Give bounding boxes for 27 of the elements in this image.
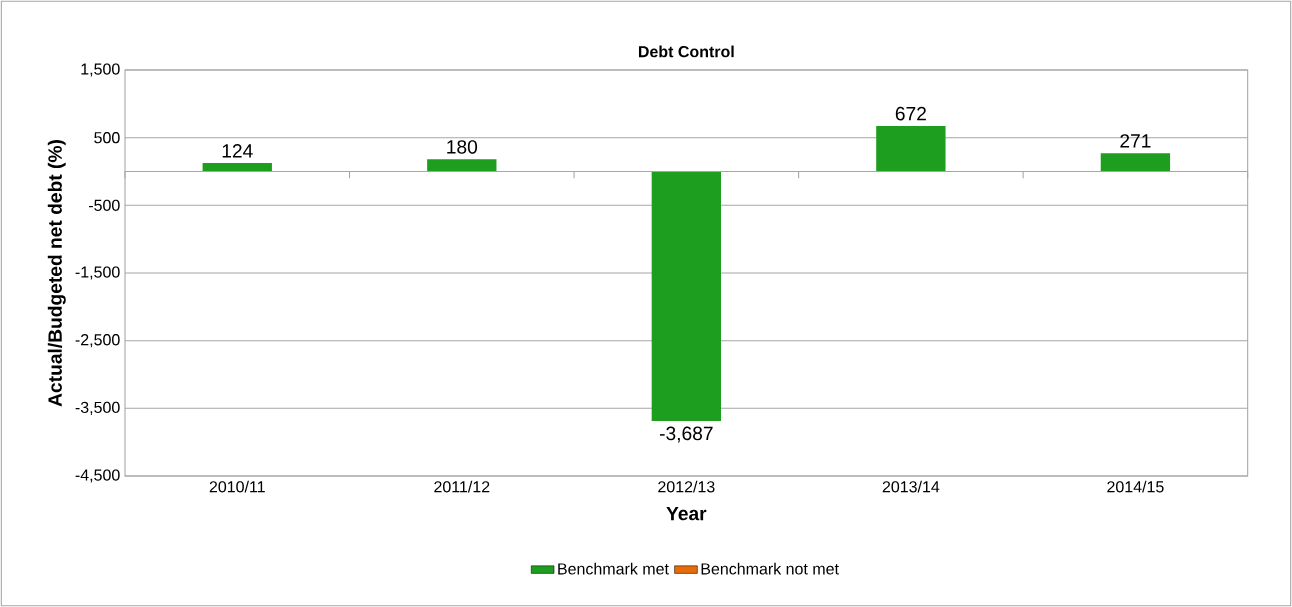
y-tick-label: -3,500 (75, 401, 120, 415)
data-label: 124 (222, 144, 253, 158)
y-tick-label: -500 (88, 199, 120, 211)
data-label: 180 (447, 140, 478, 154)
data-label: -3,687 (659, 426, 713, 443)
y-tick-label: -1,500 (75, 266, 120, 280)
bar (202, 163, 272, 172)
data-label: 271 (1120, 134, 1151, 148)
legend-label: Benchmark met (558, 562, 669, 575)
y-tick-label: 1,500 (81, 63, 120, 77)
x-tick-label: 2012/13 (658, 480, 715, 493)
x-tick-label: 2011/12 (434, 480, 490, 493)
bar (876, 126, 946, 172)
legend-label: Benchmark not met (701, 562, 839, 575)
y-axis-title: Actual/Budgeted net debt (%) (47, 140, 66, 407)
x-tick-label: 2010/11 (209, 480, 265, 493)
y-tick-label: 500 (94, 132, 120, 144)
data-label: 672 (895, 106, 926, 121)
y-tick-label: -2,500 (75, 334, 120, 348)
bar (1100, 153, 1171, 172)
y-tick-label: -4,500 (75, 469, 120, 483)
bar (427, 159, 497, 172)
x-tick-label: 2013/14 (882, 480, 940, 493)
x-axis-title: Year (666, 506, 707, 521)
chart-title: Debt Control (638, 45, 734, 58)
bar (651, 171, 722, 421)
x-tick-label: 2014/15 (1107, 480, 1164, 493)
